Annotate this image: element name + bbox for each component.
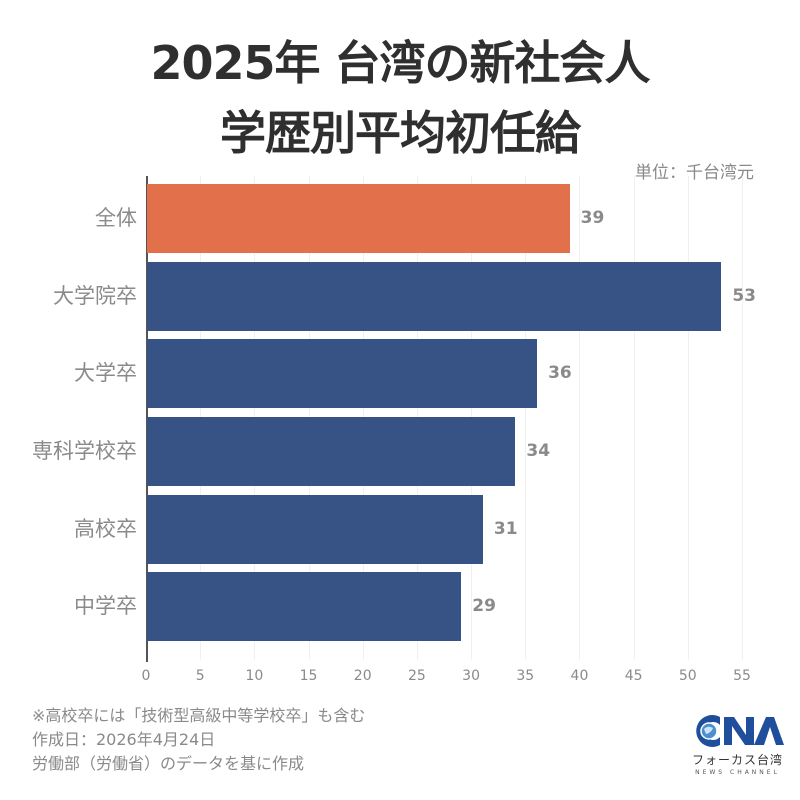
category-label: 中学卒 [74,594,137,618]
x-tick-label: 30 [462,668,480,684]
bar-5 [147,572,462,641]
x-tick-label: 25 [407,668,426,684]
gridline [633,176,635,660]
logo-name-en: NEWS CHANNEL [695,769,780,776]
bar-1 [147,262,722,331]
unit-label: 単位：千台湾元 [635,163,754,183]
x-tick-label: 10 [245,668,264,684]
gridline [525,176,527,660]
x-tick-label: 50 [678,668,697,684]
x-tick-label: 55 [733,668,751,684]
value-label: 29 [472,596,496,616]
x-tick-label: 20 [353,668,372,684]
x-tick-label: 0 [141,668,151,684]
plot-area: 39 53 36 34 31 29 [146,176,756,662]
bar-4 [147,495,483,564]
value-label: 39 [580,208,605,228]
gridline [687,176,689,660]
x-tick-label: 40 [570,668,589,684]
category-label: 大学院卒 [53,284,137,308]
x-tick-label: 15 [299,668,318,684]
bar-0 [147,184,570,253]
x-tick-label: 45 [624,668,643,684]
chart-title-line1: 2025年 台湾の新社会人 [150,36,650,90]
footnote: ※高校卒には「技術型高級中等学校卒」も含む [32,706,366,725]
value-label: 36 [548,363,572,383]
cna-logo: フォーカス台湾 NEWS CHANNEL [690,713,785,776]
value-label: 31 [493,519,518,539]
bar-2 [147,339,538,408]
bar-3 [147,417,516,486]
cna-logo-mark-icon [690,713,785,749]
category-label: 専科学校卒 [32,439,137,463]
x-tick-label: 5 [195,668,205,684]
category-label: 大学卒 [74,361,137,385]
gridline [579,176,581,660]
x-tick-label: 35 [516,668,535,684]
logo-name-ja: フォーカス台湾 [691,753,783,767]
created-date: 作成日：2026年4月24日 [32,730,216,749]
gridline [742,176,743,660]
category-label: 全体 [95,206,137,230]
value-label: 34 [526,441,551,461]
data-source: 労働部（労働省）のデータを基に作成 [32,754,305,773]
chart-title-line2: 学歴別平均初任給 [220,106,581,160]
value-label: 53 [732,286,756,306]
category-label: 高校卒 [74,517,137,541]
footer-notes: ※高校卒には「技術型高級中等学校卒」も含む 作成日：2026年4月24日 労働部… [32,704,365,776]
